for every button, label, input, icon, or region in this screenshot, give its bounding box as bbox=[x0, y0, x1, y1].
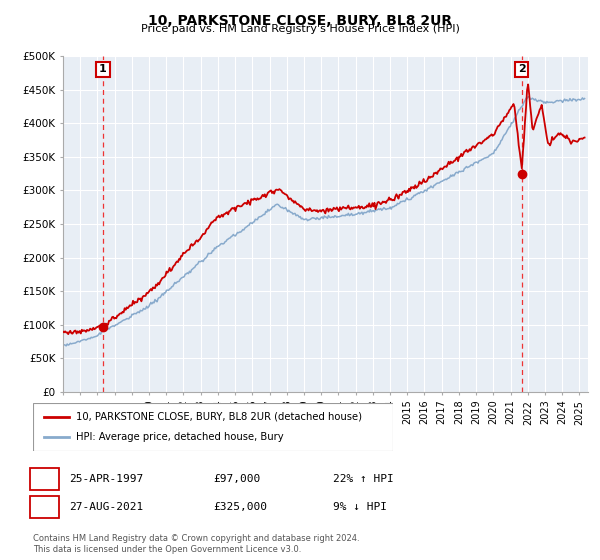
Text: Contains HM Land Registry data © Crown copyright and database right 2024.: Contains HM Land Registry data © Crown c… bbox=[33, 534, 359, 543]
Text: £325,000: £325,000 bbox=[213, 502, 267, 512]
Text: 1: 1 bbox=[41, 474, 48, 484]
Text: 9% ↓ HPI: 9% ↓ HPI bbox=[333, 502, 387, 512]
Text: 22% ↑ HPI: 22% ↑ HPI bbox=[333, 474, 394, 484]
Text: This data is licensed under the Open Government Licence v3.0.: This data is licensed under the Open Gov… bbox=[33, 545, 301, 554]
Text: 25-APR-1997: 25-APR-1997 bbox=[69, 474, 143, 484]
Text: 2: 2 bbox=[518, 64, 526, 74]
Text: HPI: Average price, detached house, Bury: HPI: Average price, detached house, Bury bbox=[76, 432, 284, 442]
Text: 10, PARKSTONE CLOSE, BURY, BL8 2UR (detached house): 10, PARKSTONE CLOSE, BURY, BL8 2UR (deta… bbox=[76, 412, 362, 422]
Text: 1: 1 bbox=[99, 64, 107, 74]
Text: 10, PARKSTONE CLOSE, BURY, BL8 2UR: 10, PARKSTONE CLOSE, BURY, BL8 2UR bbox=[148, 14, 452, 28]
Text: 27-AUG-2021: 27-AUG-2021 bbox=[69, 502, 143, 512]
Text: 2: 2 bbox=[41, 502, 48, 512]
Text: Price paid vs. HM Land Registry's House Price Index (HPI): Price paid vs. HM Land Registry's House … bbox=[140, 24, 460, 34]
Text: £97,000: £97,000 bbox=[213, 474, 260, 484]
